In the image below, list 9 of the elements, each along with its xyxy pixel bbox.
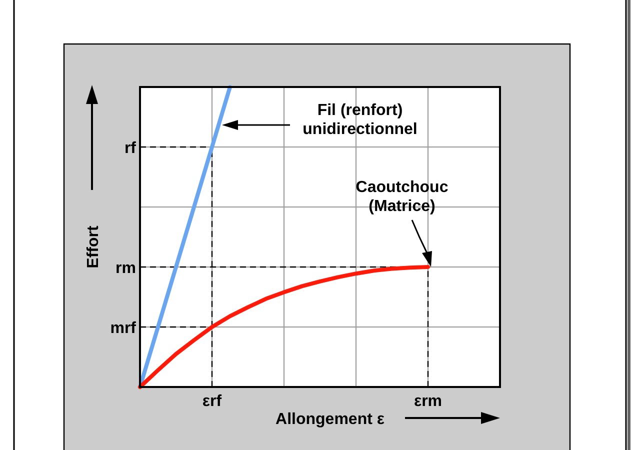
annotation: Fil (renfort) unidirectionnel <box>302 102 418 138</box>
ref-line-label: mrf <box>110 320 137 337</box>
annotation: Caoutchouc (Matrice) <box>356 179 448 215</box>
x-axis-title: Allongement ε <box>276 411 385 428</box>
y-axis-title: Effort <box>85 225 102 268</box>
x-tick-label: εrm <box>414 393 442 410</box>
ref-line-label: rm <box>116 260 136 277</box>
ref-line-label: rf <box>124 140 137 157</box>
x-tick-label: εrf <box>202 393 222 410</box>
